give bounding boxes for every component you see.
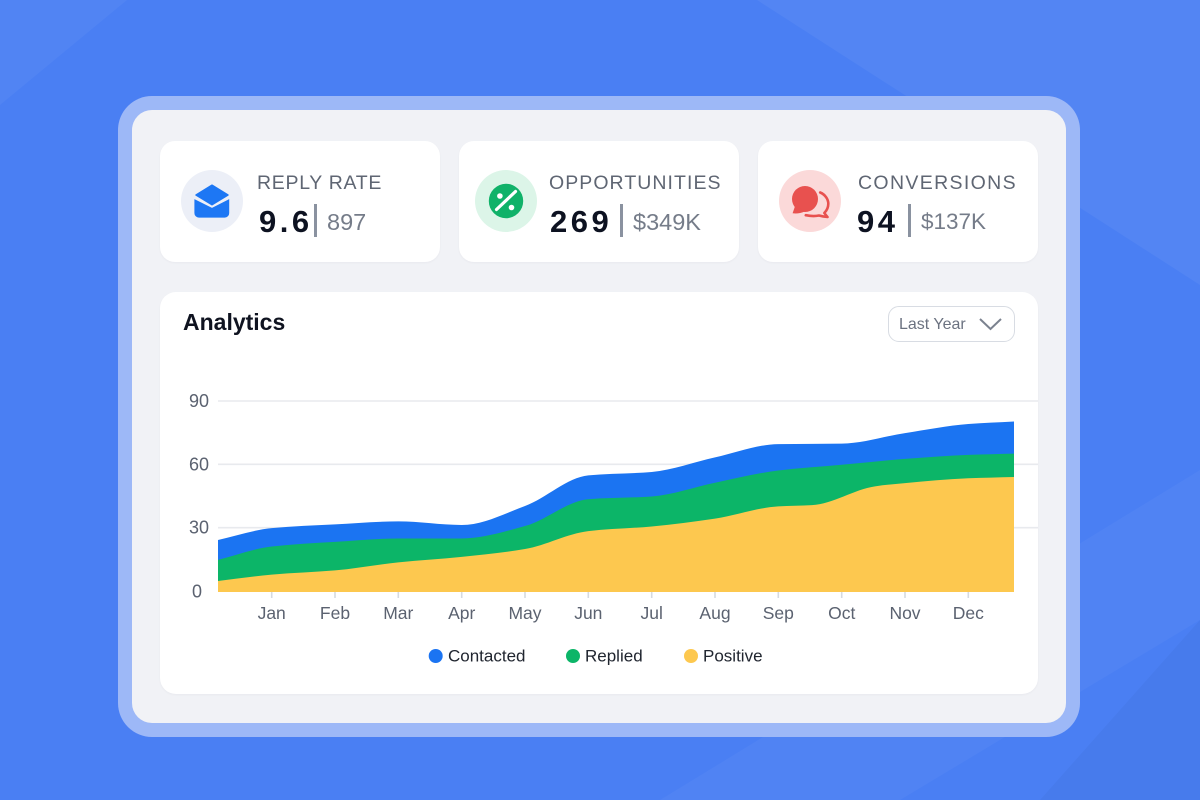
svg-text:Feb: Feb [320,603,350,623]
svg-text:Mar: Mar [383,603,413,623]
svg-text:Contacted: Contacted [448,647,526,666]
svg-text:Positive: Positive [703,647,763,666]
svg-text:Apr: Apr [448,603,475,623]
svg-text:Jun: Jun [574,603,602,623]
svg-text:Oct: Oct [828,603,855,623]
svg-text:Replied: Replied [585,647,643,666]
svg-text:60: 60 [189,454,209,474]
svg-text:Jan: Jan [258,603,286,623]
svg-text:Sep: Sep [763,603,794,623]
svg-text:30: 30 [189,518,209,538]
svg-text:90: 90 [189,391,209,411]
svg-text:May: May [508,603,541,623]
svg-text:Jul: Jul [641,603,663,623]
svg-text:0: 0 [192,582,202,602]
svg-text:Dec: Dec [953,603,984,623]
svg-text:Aug: Aug [699,603,730,623]
svg-text:Nov: Nov [889,603,920,623]
